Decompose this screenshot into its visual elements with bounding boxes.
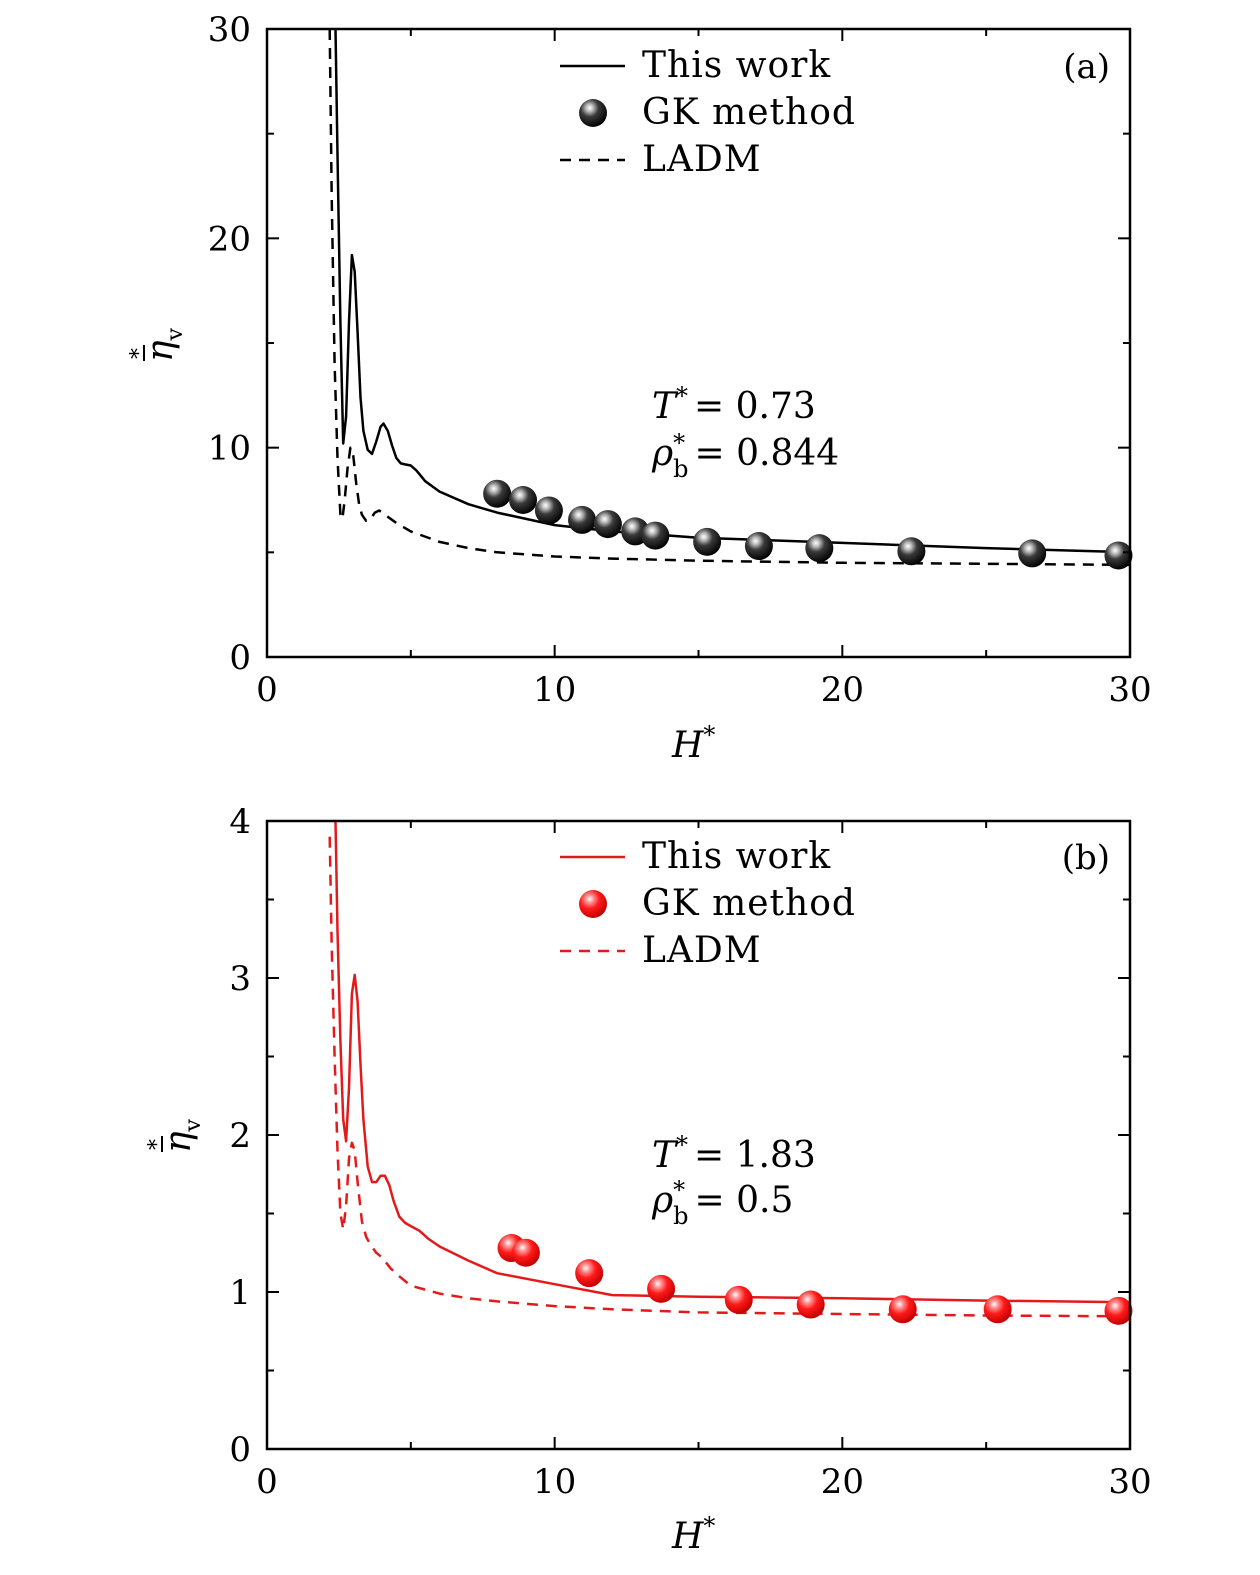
y-tick-label: 20 bbox=[208, 219, 251, 259]
x-tick-label: 20 bbox=[821, 670, 864, 710]
gk-marker bbox=[534, 496, 563, 525]
temperature-symbol-a: T bbox=[652, 386, 679, 427]
svg-text:ρ*b= 0.844: ρ* b = 0.844 bbox=[651, 429, 839, 483]
gk-marker bbox=[641, 521, 670, 550]
x-tick-label: 10 bbox=[533, 1462, 576, 1502]
svg-text:*: * bbox=[127, 348, 152, 359]
x-axis-title-a: H* bbox=[671, 721, 715, 766]
y-axis-title-b: ηv * bbox=[145, 1118, 206, 1153]
gk-marker bbox=[897, 537, 926, 566]
x-tick-label: 30 bbox=[1108, 670, 1151, 710]
gk-marker bbox=[796, 1290, 825, 1319]
gk-marker bbox=[724, 1285, 753, 1314]
y-tick-label: 3 bbox=[229, 959, 251, 999]
gk-marker bbox=[1104, 1296, 1133, 1325]
x-tick-label: 20 bbox=[821, 1462, 864, 1502]
annotation-a: T* = 0.73 ρ* b = 0.844 bbox=[651, 382, 839, 483]
panel-b: 0 10 20 30 0 1 2 3 4 This work GK method LADM (b… bbox=[145, 802, 1152, 1557]
svg-text:ηv: ηv bbox=[158, 1118, 206, 1153]
gk-marker bbox=[983, 1295, 1012, 1324]
legend-this-work-label-b: This work bbox=[642, 836, 831, 877]
legend-ladm-label-b: LADM bbox=[642, 930, 762, 971]
legend-this-work-label: This work bbox=[642, 45, 831, 86]
legend-gk-marker-b bbox=[579, 890, 607, 918]
legend-a: This work GK method LADM bbox=[560, 45, 856, 180]
legend-b: This work GK method LADM bbox=[560, 836, 856, 971]
series-line-ladm bbox=[328, 29, 1130, 567]
legend-ladm-label: LADM bbox=[642, 139, 762, 180]
gk-marker bbox=[511, 1238, 540, 1267]
density-value-a: = 0.844 bbox=[695, 433, 840, 474]
gk-marker bbox=[483, 479, 512, 508]
density-symbol-a: ρ bbox=[651, 433, 673, 474]
gk-marker bbox=[744, 532, 773, 561]
series-line-this-work bbox=[334, 821, 1130, 1304]
legend-gk-label-b: GK method bbox=[642, 883, 856, 924]
x-tick-label: 30 bbox=[1108, 1462, 1151, 1502]
annotation-b: T* = 1.83 ρ* b = 0.5 bbox=[651, 1131, 816, 1230]
gk-marker bbox=[1104, 541, 1133, 570]
svg-text:ρ*b= 0.5: ρ* b = 0.5 bbox=[651, 1176, 793, 1230]
y-tick-label: 0 bbox=[229, 1430, 251, 1470]
gk-marker bbox=[693, 527, 722, 556]
y-tick-label: 10 bbox=[208, 429, 251, 469]
gk-marker bbox=[888, 1295, 917, 1324]
x-axis-title-b: H* bbox=[671, 1512, 715, 1557]
legend-gk-marker-a bbox=[579, 99, 607, 127]
gk-marker bbox=[575, 1259, 604, 1288]
density-symbol-b: ρ bbox=[651, 1180, 673, 1221]
svg-text:T*= 1.83: T* = 1.83 bbox=[652, 1131, 816, 1176]
gk-marker bbox=[805, 534, 834, 563]
panel-label-a: (a) bbox=[1063, 47, 1110, 87]
x-tick-label: 0 bbox=[256, 670, 278, 710]
x-tick-label: 0 bbox=[256, 1462, 278, 1502]
panel-label-b: (b) bbox=[1062, 838, 1110, 878]
y-tick-label: 1 bbox=[229, 1273, 251, 1313]
y-tick-label: 0 bbox=[229, 638, 251, 678]
temperature-value-a: = 0.73 bbox=[694, 386, 816, 427]
svg-text:T*= 0.73: T* = 0.73 bbox=[652, 382, 816, 427]
gk-marker bbox=[1018, 539, 1047, 568]
legend-gk-label: GK method bbox=[642, 92, 856, 133]
x-tick-label: 10 bbox=[533, 670, 576, 710]
gk-marker bbox=[509, 486, 538, 514]
series-line-this-work bbox=[334, 29, 1130, 554]
y-axis-title-a: ηv * bbox=[127, 327, 188, 362]
gk-marker bbox=[567, 505, 596, 534]
series-line-ladm bbox=[328, 836, 1130, 1318]
temperature-symbol-b: T bbox=[652, 1135, 679, 1176]
gk-marker bbox=[593, 510, 622, 539]
y-tick-label: 4 bbox=[229, 802, 251, 842]
density-value-b: = 0.5 bbox=[695, 1180, 794, 1221]
y-tick-label: 2 bbox=[229, 1116, 251, 1156]
gk-marker bbox=[647, 1274, 676, 1303]
svg-text:*: * bbox=[145, 1139, 170, 1150]
temperature-value-b: = 1.83 bbox=[694, 1135, 816, 1176]
y-tick-label: 30 bbox=[208, 10, 251, 50]
